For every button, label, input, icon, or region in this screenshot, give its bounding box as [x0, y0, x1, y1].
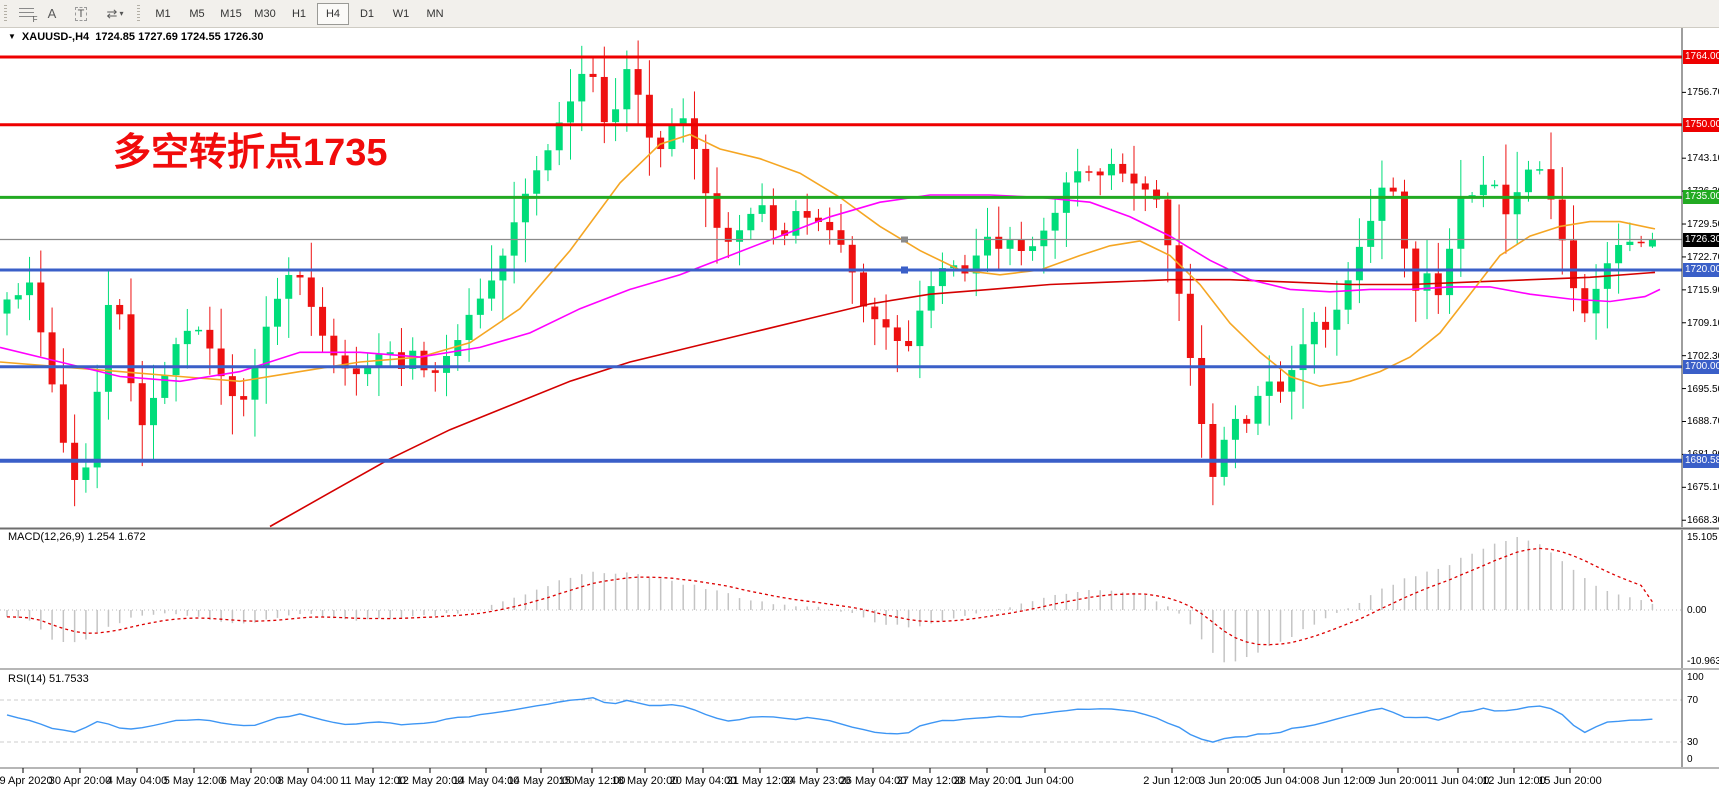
time-tick-label: 26 May 04:00: [839, 775, 907, 787]
time-tick-label: 2 Jun 12:00: [1143, 775, 1201, 787]
price-line-label: 1720.00: [1683, 263, 1719, 277]
timeframe-button-group: M1 M5 M15 M30 H1 H4 D1 W1 MN: [146, 2, 452, 25]
time-tick-label: 6 May 20:00: [220, 775, 282, 787]
ma-fast-magenta-line: [0, 194, 1661, 383]
time-tick-label: 15 Jun 20:00: [1538, 775, 1602, 787]
timeframe-button-d1[interactable]: D1: [359, 7, 375, 20]
macd-axis-min: -10.963: [1687, 656, 1719, 667]
chevron-down-icon: ▾: [119, 9, 124, 18]
macd-header: MACD(12,26,9) 1.254 1.672: [8, 531, 146, 543]
rsi-axis-label: 30: [1687, 737, 1699, 748]
price-tick-label: 1668.30: [1687, 515, 1719, 527]
rsi-axis-label: 0: [1687, 754, 1693, 765]
macd-signal-value: 1.672: [118, 531, 146, 543]
text-label-icon[interactable]: T: [66, 3, 96, 24]
timeframe-button-mn[interactable]: MN: [426, 7, 444, 20]
timeframe-button-h4[interactable]: H4: [317, 2, 349, 25]
time-tick-label: 20 May 04:00: [669, 775, 737, 787]
time-tick-label: 15 May 12:00: [558, 775, 626, 787]
symbol-timeframe-label: XAUUSD-,H4: [21, 31, 90, 43]
time-tick-label: 8 May 04:00: [277, 775, 339, 787]
toolbar-grip[interactable]: [3, 4, 10, 23]
fibonacci-retracement-icon[interactable]: F: [14, 3, 38, 24]
rsi-header: RSI(14) 51.7533: [8, 673, 89, 685]
price-tick-label: 1675.10: [1687, 482, 1719, 494]
price-line-label: 1680.58: [1683, 453, 1719, 468]
time-tick-label: 5 May 12:00: [163, 775, 225, 787]
time-tick-label: 14 May 04:00: [452, 775, 520, 787]
current-price-label: 1726.30: [1683, 232, 1719, 247]
time-tick-label: 11 Jun 04:00: [1426, 775, 1490, 787]
ohlc-values: 1724.85 1727.69 1724.55 1726.30: [95, 31, 264, 43]
letter-t-glyph: T: [74, 6, 88, 21]
fibonacci-f-label: F: [32, 14, 38, 24]
candles-layer: [3, 40, 1656, 507]
time-tick-label: 5 Jun 04:00: [1255, 775, 1313, 787]
price-tick-label: 1688.70: [1687, 416, 1719, 428]
time-tick-label: 21 May 12:00: [726, 775, 794, 787]
toolbar-grip[interactable]: [136, 4, 143, 23]
time-tick-label: 12 Jun 12:00: [1482, 775, 1546, 787]
macd-histogram: [6, 536, 1654, 663]
timeframe-button-m1[interactable]: M1: [155, 7, 171, 20]
price-tick-label: 1715.90: [1687, 284, 1719, 296]
rsi-axis-label: 100: [1687, 672, 1704, 683]
timeframe-button-m15[interactable]: M15: [220, 7, 242, 20]
timeframe-button-h1[interactable]: H1: [291, 7, 307, 20]
fibonacci-lines-glyph: F: [18, 7, 38, 24]
macd-axis-zero: 0.00: [1687, 605, 1707, 616]
price-tick-label: 1702.30: [1687, 350, 1719, 362]
chart-title-bar: ▼ XAUUSD-,H4 1724.85 1727.69 1724.55 1726…: [8, 31, 264, 43]
current-price-handle[interactable]: [901, 236, 908, 243]
rsi-line: [6, 696, 1653, 743]
time-tick-label: 29 Apr 2020: [0, 775, 53, 787]
macd-label: MACD(12,26,9): [8, 531, 85, 543]
price-tick-label: 1756.70: [1687, 87, 1719, 99]
price-tick-label: 1709.10: [1687, 317, 1719, 329]
price-line-label: 1735.00: [1683, 190, 1719, 205]
price-tick-label: 1695.50: [1687, 383, 1719, 395]
price-tick-label: 1722.70: [1687, 251, 1719, 263]
time-tick-label: 9 Jun 20:00: [1369, 775, 1427, 787]
time-tick-label: 18 May 20:00: [611, 775, 679, 787]
time-tick-label: 14 May 20:00: [507, 775, 575, 787]
time-tick-label: 1 Jun 04:00: [1016, 775, 1074, 787]
macd-main-value: 1.254: [87, 531, 116, 543]
toolbar: F A T ⇄ ▾ M1 M5 M15 M30 H1 H4 D1 W1 MN: [0, 0, 1719, 28]
chevron-down-icon[interactable]: ▼: [8, 32, 16, 41]
time-tick-label: 4 May 04:00: [106, 775, 168, 787]
timeframe-button-m30[interactable]: M30: [254, 7, 276, 20]
rsi-label: RSI(14): [8, 673, 46, 685]
pivot-annotation-text[interactable]: 多空转折点1735: [113, 132, 388, 174]
letter-a-glyph: A: [47, 6, 57, 21]
text-annotation-icon[interactable]: A: [40, 3, 64, 24]
price-line-label: 1700.00: [1683, 359, 1719, 374]
arrows-tool-icon[interactable]: ⇄ ▾: [98, 3, 132, 24]
time-tick-label: 3 Jun 20:00: [1199, 775, 1257, 787]
timeframe-button-w1[interactable]: W1: [392, 7, 410, 20]
price-line-label: 1750.00: [1683, 117, 1719, 132]
macd-signal-line: [6, 547, 1653, 646]
time-tick-label: 27 May 12:00: [896, 775, 964, 787]
macd-axis-max: 15.105: [1687, 532, 1718, 544]
time-tick-label: 30 Apr 20:00: [48, 775, 112, 787]
price-tick-label: 1729.50: [1687, 219, 1719, 231]
timeframe-button-m5[interactable]: M5: [189, 7, 205, 20]
time-tick-label: 11 May 12:00: [340, 775, 406, 787]
time-tick-label: 8 Jun 12:00: [1313, 775, 1371, 787]
arrows-glyph: ⇄: [106, 5, 118, 21]
rsi-value: 51.7533: [48, 673, 89, 685]
hline-handle[interactable]: [901, 266, 908, 274]
time-tick-label: 28 May 20:00: [953, 775, 1021, 787]
rsi-axis-label: 70: [1687, 695, 1699, 706]
time-tick-label: 12 May 20:00: [396, 775, 464, 787]
time-tick-label: 24 May 23:00: [783, 775, 851, 787]
price-line-label: 1764.00: [1683, 50, 1719, 65]
ma-slow-red-line: [269, 271, 1656, 528]
price-tick-label: 1743.10: [1687, 153, 1719, 165]
